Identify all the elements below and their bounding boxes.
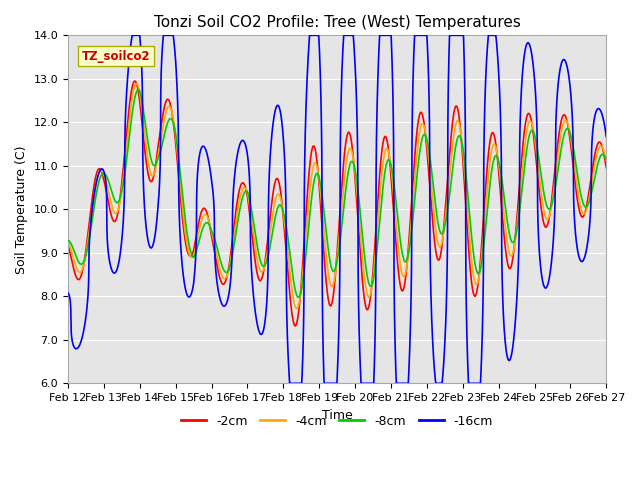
X-axis label: Time: Time: [322, 408, 353, 421]
Text: TZ_soilco2: TZ_soilco2: [81, 50, 150, 63]
Legend: -2cm, -4cm, -8cm, -16cm: -2cm, -4cm, -8cm, -16cm: [177, 410, 498, 433]
Title: Tonzi Soil CO2 Profile: Tree (West) Temperatures: Tonzi Soil CO2 Profile: Tree (West) Temp…: [154, 15, 520, 30]
Y-axis label: Soil Temperature (C): Soil Temperature (C): [15, 145, 28, 274]
